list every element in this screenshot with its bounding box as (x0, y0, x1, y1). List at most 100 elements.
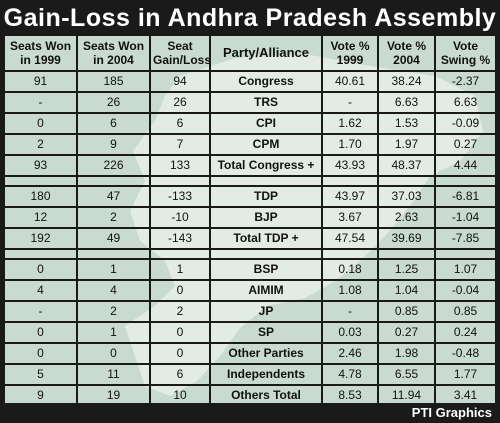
cell-party-name: Others Total (210, 385, 323, 405)
cell-vote-2004: 1.98 (378, 343, 436, 365)
cell-vote-1999: 2.46 (322, 343, 379, 365)
separator-cell (210, 176, 323, 187)
col-header-vote-2004: Vote % 2004 (378, 36, 436, 72)
cell-vote-2004: 6.63 (378, 92, 436, 114)
cell-vote-1999: 1.62 (322, 113, 379, 135)
cell-vote-swing: -2.37 (435, 71, 495, 93)
header-row: Seats Won in 1999 Seats Won in 2004 Seat… (5, 36, 495, 72)
cell-seats-2004: 2 (77, 301, 151, 323)
col-header-vote-1999: Vote % 1999 (322, 36, 379, 72)
cell-seats-2004: 6 (77, 113, 151, 135)
cell-vote-2004: 1.53 (378, 113, 436, 135)
col-header-seat-gain-loss: Seat Gain/Loss (150, 36, 211, 72)
cell-vote-1999: 4.78 (322, 364, 379, 386)
separator-cell (5, 249, 78, 260)
cell-vote-swing: 0.27 (435, 134, 495, 156)
cell-vote-2004: 2.63 (378, 207, 436, 229)
col-header-vote-swing: Vote Swing % (435, 36, 495, 72)
cell-seats-2004: 226 (77, 155, 151, 177)
table-row: 9 19 10 Others Total 8.53 11.94 3.41 (5, 385, 495, 405)
col-header-seats-1999: Seats Won in 1999 (5, 36, 78, 72)
cell-seats-2004: 19 (77, 385, 151, 405)
cell-seats-1999: 93 (5, 155, 78, 177)
table-row: 0 1 1 BSP 0.18 1.25 1.07 (5, 259, 495, 281)
cell-vote-2004: 1.25 (378, 259, 436, 281)
cell-seats-2004: 26 (77, 92, 151, 114)
cell-party-name: Total Congress + (210, 155, 323, 177)
cell-vote-swing: -0.48 (435, 343, 495, 365)
cell-vote-1999: 43.93 (322, 155, 379, 177)
cell-seats-2004: 185 (77, 71, 151, 93)
cell-seats-1999: 0 (5, 343, 78, 365)
cell-vote-1999: - (322, 301, 379, 323)
cell-seats-1999: 12 (5, 207, 78, 229)
separator-cell (322, 249, 379, 260)
cell-party-name: Congress (210, 71, 323, 93)
cell-vote-swing: -7.85 (435, 228, 495, 250)
cell-vote-2004: 6.55 (378, 364, 436, 386)
cell-seat-gain-loss: 0 (150, 280, 211, 302)
cell-seats-1999: 9 (5, 385, 78, 405)
cell-seats-1999: 180 (5, 186, 78, 208)
separator-cell (435, 176, 495, 187)
cell-vote-2004: 1.04 (378, 280, 436, 302)
table-row: 192 49 -143 Total TDP +47.54 39.69 -7.85 (5, 228, 495, 250)
separator-cell (322, 176, 379, 187)
cell-seats-2004: 9 (77, 134, 151, 156)
cell-vote-swing: 1.77 (435, 364, 495, 386)
cell-party-name: CPI (210, 113, 323, 135)
cell-vote-2004: 37.03 (378, 186, 436, 208)
cell-seats-1999: 0 (5, 259, 78, 281)
cell-party-name: TDP (210, 186, 323, 208)
cell-vote-1999: 1.08 (322, 280, 379, 302)
cell-vote-swing: -6.81 (435, 186, 495, 208)
table-row: 91 185 94 Congress 40.61 38.24 -2.37 (5, 71, 495, 93)
cell-party-name: CPM (210, 134, 323, 156)
cell-party-name: Other Parties (210, 343, 323, 365)
cell-seats-2004: 4 (77, 280, 151, 302)
separator-cell (210, 249, 323, 260)
group-separator-row (5, 249, 495, 260)
table-row: -2 2 JP -0.85 0.85 (5, 301, 495, 323)
cell-vote-1999: 40.61 (322, 71, 379, 93)
table-panel: Seats Won in 1999 Seats Won in 2004 Seat… (5, 36, 495, 405)
table-row: 180 47 -133 TDP 43.97 37.03 -6.81 (5, 186, 495, 208)
cell-party-name: JP (210, 301, 323, 323)
cell-vote-1999: - (322, 92, 379, 114)
chart-title: Gain-Loss in Andhra Pradesh Assembly Pol… (3, 4, 497, 68)
cell-seat-gain-loss: 10 (150, 385, 211, 405)
cell-seats-1999: 2 (5, 134, 78, 156)
cell-vote-swing: 0.85 (435, 301, 495, 323)
table-row: 2 9 7 CPM 1.70 1.97 0.27 (5, 134, 495, 156)
cell-vote-2004: 1.97 (378, 134, 436, 156)
cell-vote-2004: 11.94 (378, 385, 436, 405)
cell-vote-swing: 1.07 (435, 259, 495, 281)
cell-vote-2004: 39.69 (378, 228, 436, 250)
cell-party-name: SP (210, 322, 323, 344)
cell-party-name: BJP (210, 207, 323, 229)
cell-party-name: Total TDP + (210, 228, 323, 250)
cell-seats-2004: 49 (77, 228, 151, 250)
cell-seats-1999: 192 (5, 228, 78, 250)
cell-vote-2004: 38.24 (378, 71, 436, 93)
cell-vote-1999: 1.70 (322, 134, 379, 156)
cell-seat-gain-loss: -133 (150, 186, 211, 208)
cell-vote-swing: 6.63 (435, 92, 495, 114)
cell-seats-2004: 2 (77, 207, 151, 229)
cell-seats-1999: 0 (5, 322, 78, 344)
cell-seat-gain-loss: 133 (150, 155, 211, 177)
table-row: 0 0 0 Other Parties 2.46 1.98 -0.48 (5, 343, 495, 365)
cell-vote-2004: 0.27 (378, 322, 436, 344)
cell-party-name: AIMIM (210, 280, 323, 302)
cell-seat-gain-loss: 26 (150, 92, 211, 114)
col-header-party: Party/Alliance (210, 36, 323, 72)
cell-seats-2004: 11 (77, 364, 151, 386)
cell-vote-1999: 8.53 (322, 385, 379, 405)
table-row: 0 1 0 SP 0.03 0.27 0.24 (5, 322, 495, 344)
cell-seats-1999: 4 (5, 280, 78, 302)
cell-seats-2004: 47 (77, 186, 151, 208)
cell-seats-1999: 0 (5, 113, 78, 135)
separator-cell (150, 249, 211, 260)
cell-vote-swing: -0.04 (435, 280, 495, 302)
cell-seats-1999: - (5, 92, 78, 114)
